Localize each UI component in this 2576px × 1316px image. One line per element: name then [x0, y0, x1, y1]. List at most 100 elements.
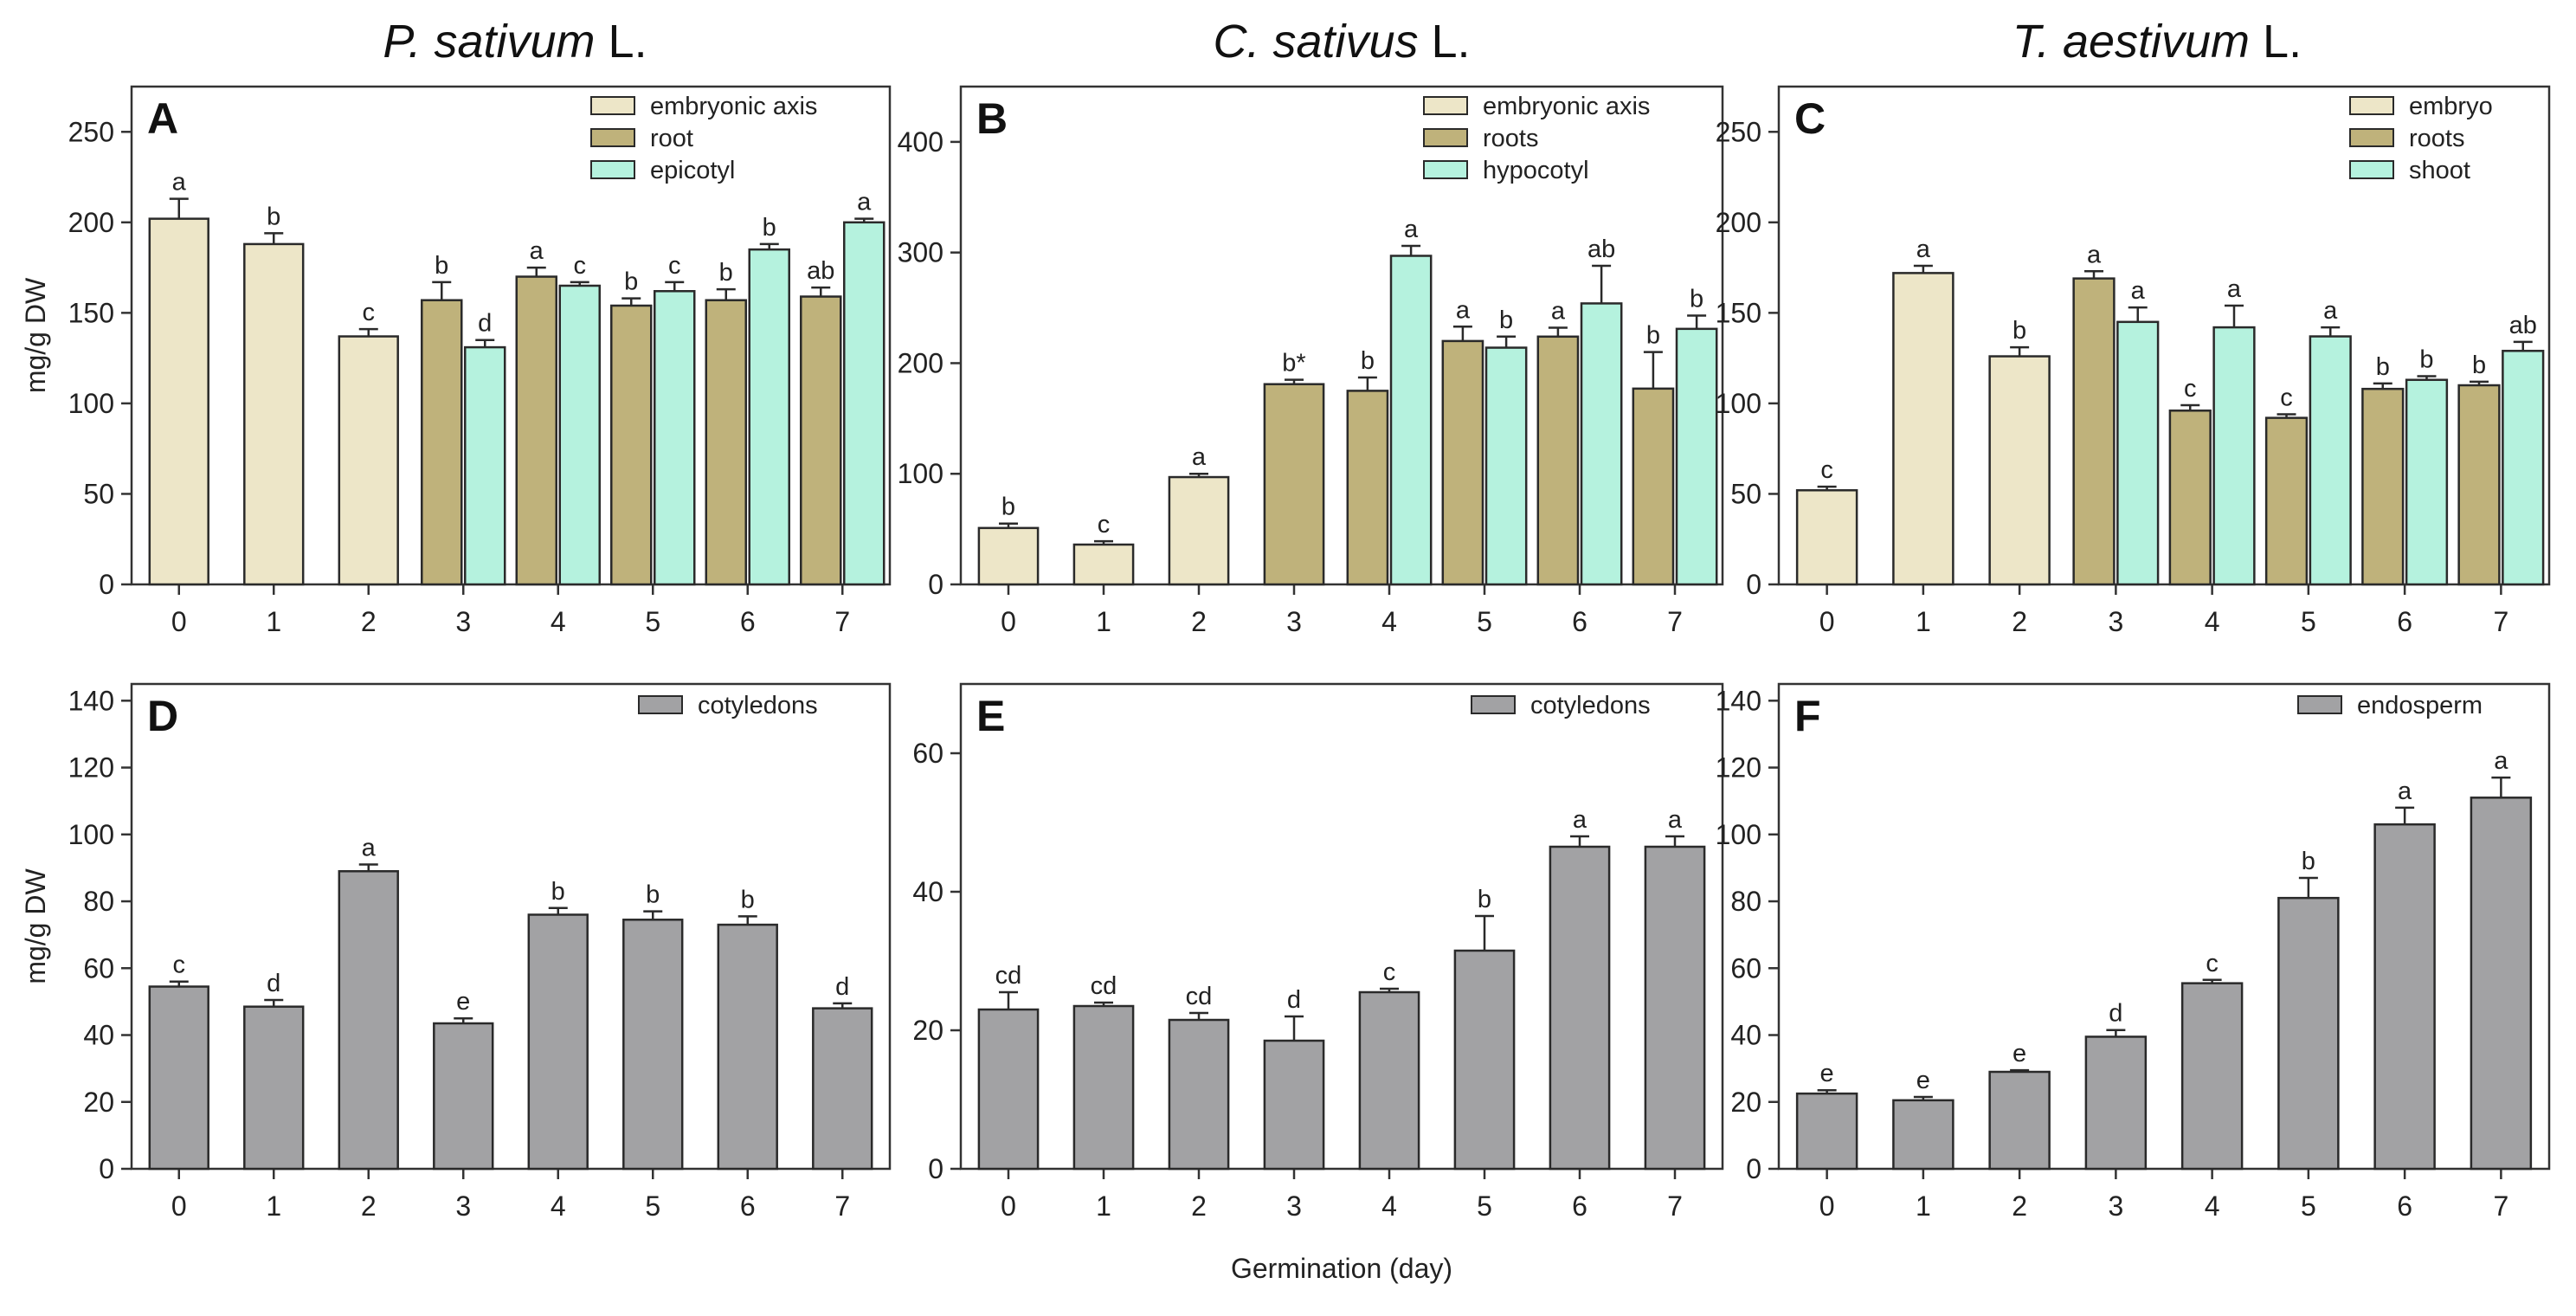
y-tick-label: 80	[1730, 886, 1761, 917]
x-tick-label: 6	[2397, 1190, 2412, 1222]
legend: endosperm	[2297, 692, 2483, 719]
bar-root-day-4	[1346, 390, 1389, 586]
significance-letter: a	[1668, 806, 1683, 834]
panel-letter: B	[976, 94, 1008, 143]
legend-label: hypocotyl	[1483, 157, 1589, 184]
y-tick-label: 250	[68, 116, 114, 147]
bar-shoot-day-3	[464, 345, 506, 586]
significance-letter: ab	[2509, 312, 2537, 339]
significance-letter: cd	[995, 962, 1022, 990]
title-rest: L.	[596, 16, 647, 68]
bar-root-day-5	[1441, 339, 1484, 586]
panel-E: 0 20 40 60 0 1 2 3 4 5 6 7 Ecd cd cd d c b a a cotyledons	[912, 682, 1724, 1222]
y-tick-label: 20	[83, 1087, 114, 1118]
bar-root-day-6	[1536, 335, 1580, 586]
bar-embryo-day-1	[1072, 543, 1135, 586]
legend-label: embryonic axis	[1483, 93, 1650, 120]
significance-letter: e	[2012, 1040, 2026, 1068]
significance-letter: a	[1456, 296, 1471, 324]
x-tick-label: 3	[455, 1190, 471, 1222]
bar-root-day-5	[610, 304, 653, 586]
y-tick-label: 0	[1746, 569, 1761, 600]
bar-storage-day-4	[2180, 982, 2244, 1171]
significance-letter: b	[1499, 306, 1513, 334]
bar-shoot-day-5	[2309, 335, 2352, 586]
plot-frame	[1777, 85, 2551, 586]
x-tick-label: 7	[2493, 1190, 2508, 1222]
significance-letter: b	[1478, 886, 1491, 913]
bar-root-day-4	[515, 275, 558, 586]
legend-swatch-embryo	[1423, 96, 1468, 115]
significance-letter: a	[2227, 275, 2242, 303]
significance-letter: d	[835, 973, 849, 1001]
significance-letter: a	[1551, 298, 1566, 326]
x-tick-label: 4	[1381, 606, 1397, 637]
significance-letter: b	[2302, 848, 2315, 875]
significance-letter: a	[2131, 277, 2146, 305]
y-tick-label: 200	[68, 207, 114, 238]
bar-root-day-7	[2457, 384, 2501, 586]
significance-letter: d	[478, 310, 492, 338]
significance-letter: a	[172, 169, 187, 197]
bar-root-day-3	[2072, 277, 2116, 586]
y-tick-label: 0	[928, 569, 943, 600]
significance-letter: a	[530, 237, 544, 265]
x-tick-label: 1	[1096, 606, 1111, 637]
significance-letter: b	[267, 203, 280, 230]
significance-letter: b	[2012, 317, 2026, 345]
bar-shoot-day-6	[1580, 302, 1623, 586]
legend-label: roots	[2409, 125, 2464, 152]
bar-storage-day-2	[338, 870, 399, 1171]
column-titles: P. sativum L. C. sativus L. T. aestivum …	[383, 16, 2302, 68]
legend-label: roots	[1483, 125, 1538, 152]
bar-embryo-day-1	[1892, 272, 1955, 586]
significance-letter: a	[1573, 806, 1587, 834]
panel-letter: A	[147, 94, 178, 143]
bar-shoot-day-7	[1675, 327, 1718, 586]
significance-letter: d	[2109, 1000, 2122, 1028]
legend-swatch-shoot	[1423, 160, 1468, 179]
bar-storage-day-1	[1892, 1099, 1955, 1171]
legend-swatch-root	[1423, 128, 1468, 147]
title-italic: C. sativus	[1213, 16, 1418, 68]
column-title-cucumber: C. sativus L.	[1213, 16, 1470, 68]
legend: cotyledons	[638, 692, 818, 719]
legend-label: epicotyl	[650, 157, 735, 184]
y-tick-label: 0	[99, 569, 114, 600]
x-tick-label: 0	[1001, 606, 1016, 637]
x-tick-label: 4	[2205, 606, 2220, 637]
significance-letter: b	[719, 259, 733, 287]
y-tick-label: 400	[898, 126, 943, 158]
legend-swatch-shoot	[2349, 160, 2394, 179]
significance-letter: c	[2280, 384, 2293, 411]
bar-shoot-day-4	[558, 284, 601, 586]
x-tick-label: 6	[1572, 1190, 1587, 1222]
plot-frame	[959, 682, 1724, 1171]
bar-storage-day-4	[1358, 990, 1420, 1171]
y-tick-label: 40	[83, 1020, 114, 1051]
bar-shoot-day-7	[843, 221, 886, 586]
y-tick-label: 150	[1716, 297, 1761, 328]
significance-letter: a	[857, 189, 872, 216]
x-tick-label: 2	[1191, 606, 1207, 637]
significance-letter: a	[2087, 241, 2102, 268]
x-tick-label: 0	[1819, 606, 1835, 637]
y-tick-label: 100	[1716, 819, 1761, 850]
legend-swatch-embryo	[590, 96, 635, 115]
x-tick-label: 7	[1667, 1190, 1683, 1222]
bar-embryo-day-2	[1988, 355, 2051, 586]
x-tick-label: 0	[171, 1190, 187, 1222]
significance-letter: ab	[807, 257, 834, 285]
legend-label: shoot	[2409, 157, 2470, 184]
y-tick-label: 50	[1730, 478, 1761, 509]
bar-storage-day-5	[2277, 896, 2340, 1171]
bar-shoot-day-5	[1484, 346, 1528, 586]
y-tick-label: 120	[1716, 752, 1761, 784]
significance-letter: a	[2398, 777, 2412, 805]
x-tick-label: 1	[1096, 1190, 1111, 1222]
bar-storage-day-5	[622, 919, 684, 1171]
legend-label: cotyledons	[1530, 692, 1651, 719]
plot-frame	[959, 85, 1724, 586]
